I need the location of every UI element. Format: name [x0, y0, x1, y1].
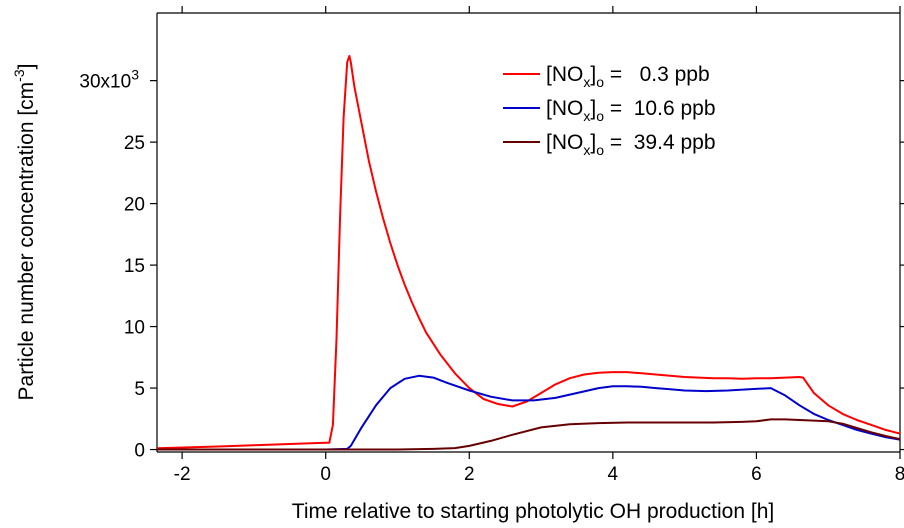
y-tick-label: 20 — [124, 195, 145, 216]
legend-label-prefix: [NO — [546, 97, 583, 120]
y-axis-title-main: Particle number concentration [cm — [15, 82, 38, 401]
x-axis-ticks: -2 0 2 4 6 8 — [174, 6, 904, 485]
legend-label-sub-x: x — [583, 108, 590, 124]
legend: [NOx]o = 0.3 ppb[NOx]o = 10.6 ppb[NOx]o … — [503, 63, 716, 158]
y-tick-label: 10 — [124, 318, 145, 339]
y-axis-title: Particle number concentration [cm-3] — [11, 64, 38, 401]
legend-label-bracket: ] — [590, 97, 596, 120]
y-tick-label: 5 — [134, 379, 145, 400]
legend-label-value: = 39.4 ppb — [604, 131, 716, 154]
legend-label: [NOx]o = 39.4 ppb — [546, 131, 716, 158]
x-tick-label: 0 — [320, 464, 331, 485]
legend-label-sub-x: x — [583, 142, 590, 158]
y-axis-title-close: ] — [15, 64, 38, 70]
legend-label-value: = 0.3 ppb — [604, 63, 710, 86]
x-tick-label: 4 — [608, 464, 619, 485]
y-tick-label: 25 — [124, 133, 145, 154]
x-tick-label: 2 — [464, 464, 475, 485]
plot-frame — [156, 12, 901, 453]
x-axis-title: Time relative to starting photolytic OH … — [292, 500, 774, 523]
legend-label: [NOx]o = 10.6 ppb — [546, 97, 716, 124]
legend-label: [NOx]o = 0.3 ppb — [546, 63, 710, 90]
series-layer — [156, 55, 901, 451]
legend-label-sub-o: o — [596, 74, 604, 90]
legend-label-prefix: [NO — [546, 131, 583, 154]
legend-label-value: = 10.6 ppb — [604, 97, 716, 120]
legend-label-sub-x: x — [583, 74, 590, 90]
legend-label-sub-o: o — [596, 108, 604, 124]
x-tick-label: -2 — [174, 464, 191, 485]
y-tick-label: 30x103 — [79, 67, 139, 93]
series-line-39-4 — [157, 418, 901, 451]
series-line-0-3 — [156, 55, 901, 450]
y-tick-label: 0 — [134, 441, 145, 462]
x-tick-label: 6 — [751, 464, 762, 485]
legend-label-prefix: [NO — [546, 63, 583, 86]
y-axis-title-exponent: -3 — [11, 69, 27, 82]
legend-label-bracket: ] — [590, 131, 596, 154]
legend-label-sub-o: o — [596, 142, 604, 158]
y-tick-label-exponent: 3 — [131, 67, 139, 83]
legend-label-bracket: ] — [590, 63, 596, 86]
y-axis-ticks: 0 5 10 15 20 25 30x103 — [79, 67, 904, 462]
x-tick-label: 8 — [895, 464, 904, 485]
y-tick-label: 15 — [124, 256, 145, 277]
series-line-10-6 — [157, 374, 901, 451]
